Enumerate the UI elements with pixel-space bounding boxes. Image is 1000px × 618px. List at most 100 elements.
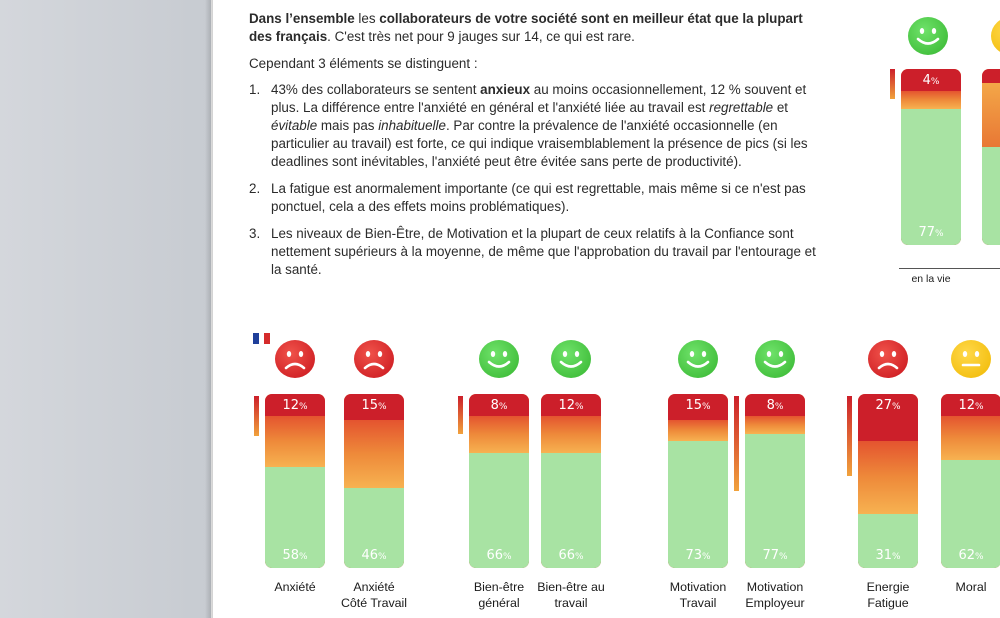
- gauge-segment-middle: [265, 416, 325, 468]
- smiley-happy-icon: [479, 340, 519, 378]
- smiley-neutral-icon: [951, 340, 991, 378]
- gauge-segment-top: [901, 69, 961, 91]
- cependant-paragraph: Cependant 3 éléments se distinguent :: [249, 56, 478, 71]
- gauge-bar: 15% 46%: [344, 394, 404, 568]
- gauge-label: en la vie: [911, 273, 951, 285]
- gauge-segment-bottom: [745, 434, 805, 568]
- axis-line: [899, 268, 1000, 269]
- gauge-segment-middle: [668, 420, 728, 441]
- gauge-segment-middle: [469, 416, 529, 454]
- france-flag-icon: [253, 333, 271, 344]
- panel-divider: [205, 0, 213, 618]
- gauge-segment-middle: [941, 416, 1000, 461]
- smiley-happy-icon: [755, 340, 795, 378]
- gauge-label: Moral: [955, 580, 987, 594]
- gauge-top-value: 8%: [766, 398, 784, 413]
- gauge-bottom-value: 58%: [282, 548, 308, 563]
- smiley-neutral-icon: [991, 17, 1000, 55]
- gauge-top-value: 15%: [685, 398, 711, 413]
- smiley-happy-icon: [908, 17, 948, 55]
- list-text-part: . Par contre la prévalence de l'anxiété …: [271, 118, 808, 169]
- gauge-bottom-value: 66%: [558, 548, 584, 563]
- gauge-bottom-value: 77%: [918, 225, 944, 240]
- flag-stripe: [258, 333, 265, 344]
- gauge-label: Bien-être général: [473, 580, 525, 610]
- gauge-label: Motivation Travail: [669, 580, 727, 610]
- list-number: 1.: [249, 82, 261, 97]
- gauge-label: Motivation Employeur: [745, 580, 805, 610]
- list-text-bold: anxieux: [480, 82, 531, 97]
- gauge-segment-top: [745, 394, 805, 416]
- gauge-bottom-value: 66%: [486, 548, 512, 563]
- intro-bold-1: Dans l’ensemble: [249, 11, 355, 26]
- reference-marker: [734, 396, 739, 491]
- list-text-part: 43% des collaborateurs se sentent: [271, 82, 481, 97]
- gauge-label: Anxiété: [274, 580, 316, 594]
- gauge-segment-bottom: [541, 453, 601, 568]
- flag-stripe: [264, 333, 271, 344]
- reference-marker: [254, 396, 259, 436]
- list-text-part: et: [773, 100, 789, 115]
- list-item: 2. La fatigue est anormalement important…: [249, 180, 824, 216]
- smiley-sad-icon: [275, 340, 315, 378]
- gauge-bottom-value: 62%: [958, 548, 984, 563]
- gauge-top-value: 4%: [922, 73, 940, 88]
- gauge-segment-top: [344, 394, 404, 421]
- gauge-bottom-value: 31%: [875, 548, 901, 563]
- smiley-happy-icon: [678, 340, 718, 378]
- list-item: 1. 43% des collaborateurs se sentent anx…: [249, 81, 824, 171]
- gauge-segment-top: [858, 394, 918, 441]
- gauge-segment-middle: [901, 91, 961, 110]
- gauge-top-value: 8%: [490, 398, 508, 413]
- gauge-label: Energie Fatigue: [866, 580, 910, 610]
- gauge-top-value: 15%: [361, 398, 387, 413]
- intro-paragraph: Dans l’ensemble les collaborateurs de vo…: [249, 10, 809, 46]
- smiley-sad-icon: [868, 340, 908, 378]
- gauge-bar: 8% 77%: [745, 394, 805, 568]
- gauge-bar: 12% 62%: [941, 394, 1000, 568]
- gauge-top-value: 12%: [282, 398, 308, 413]
- smiley-sad-icon: [354, 340, 394, 378]
- list-text: Les niveaux de Bien-Être, de Motivation …: [271, 226, 816, 277]
- list-number: 2.: [249, 181, 261, 196]
- gauge-segment-middle: [541, 416, 601, 454]
- gauge-bar: 4% 77%: [901, 69, 961, 245]
- list-text-italic: inhabituelle: [378, 118, 446, 133]
- gauge-top-value: 12%: [958, 398, 984, 413]
- gauge-bottom-value: 77%: [762, 548, 788, 563]
- sidebar-panel: [0, 0, 211, 618]
- gauge-label: Anxiété Côté Travail: [340, 580, 408, 610]
- list-text: La fatigue est anormalement importante (…: [271, 181, 806, 214]
- gauge-bottom-value: 73%: [685, 548, 711, 563]
- list-text: 43% des collaborateurs se sentent anxieu…: [271, 81, 824, 171]
- gauge-segment-bottom: [858, 514, 918, 568]
- intro-text-2: . C'est très net pour 9 jauges sur 14, c…: [327, 29, 635, 44]
- gauge-segment-bottom: [941, 460, 1000, 568]
- gauge-segment-top: [982, 69, 1000, 83]
- list-text-italic: regrettable: [709, 100, 774, 115]
- gauge-segment-middle: [858, 440, 918, 515]
- list-number: 3.: [249, 226, 261, 241]
- gauge-segment-top: [941, 394, 1000, 416]
- gauge-segment-bottom: [344, 487, 404, 568]
- gauge-segment-middle: [745, 416, 805, 435]
- gauge-bar: 15% 73%: [668, 394, 728, 568]
- gauge-segment-top: [265, 394, 325, 416]
- list-text-part: mais pas: [317, 118, 379, 133]
- gauge-segment-bottom: [901, 109, 961, 245]
- reference-marker: [890, 69, 895, 99]
- gauge-top-value: 12%: [558, 398, 584, 413]
- gauge-bottom-value: 46%: [361, 548, 387, 563]
- list-text-italic: évitable: [271, 118, 318, 133]
- reference-marker: [458, 396, 463, 434]
- gauge-segment-top: [469, 394, 529, 416]
- list-item: 3. Les niveaux de Bien-Être, de Motivati…: [249, 225, 824, 279]
- gauge-bar: 12% 58%: [265, 394, 325, 568]
- flag-stripe: [253, 333, 259, 344]
- gauge-segment-bottom: [265, 467, 325, 568]
- intro-text-1: les: [354, 11, 380, 26]
- gauge-bar: 27% 31%: [858, 394, 918, 568]
- reference-marker: [847, 396, 852, 476]
- gauge-segment-top: [668, 394, 728, 421]
- gauge-segment-middle: [344, 420, 404, 488]
